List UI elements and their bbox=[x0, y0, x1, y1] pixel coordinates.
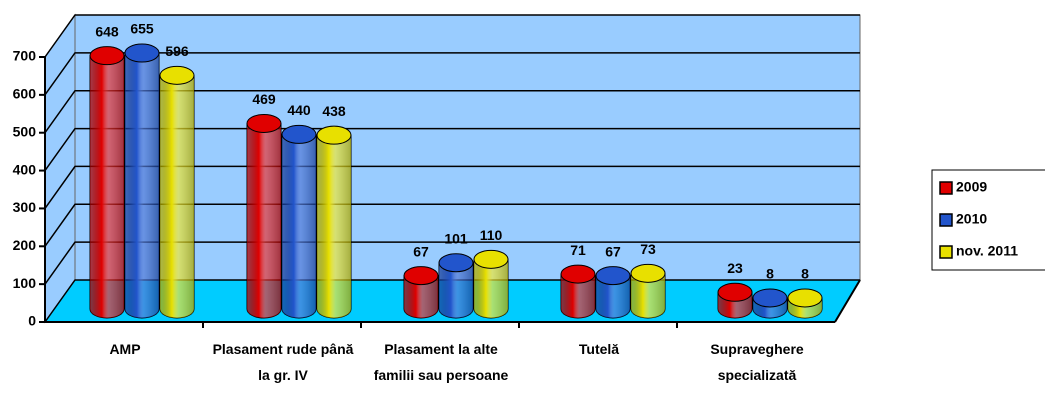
x-tick-label: Supraveghere specializată bbox=[710, 341, 804, 383]
y-tick-label: 400 bbox=[13, 161, 37, 177]
bar bbox=[281, 124, 317, 319]
y-tick-label: 700 bbox=[13, 48, 37, 64]
cylinder-top bbox=[595, 266, 631, 286]
grid-line bbox=[44, 89, 860, 134]
bar bbox=[438, 253, 474, 319]
value-label: 73 bbox=[640, 241, 656, 257]
x-tick-label: Tutelă bbox=[578, 341, 620, 357]
legend-swatch bbox=[939, 213, 953, 227]
cylinder-top bbox=[717, 282, 753, 302]
grid-line bbox=[44, 127, 860, 172]
bar bbox=[89, 46, 125, 319]
y-tick-label: 300 bbox=[13, 199, 37, 215]
legend-label: 2010 bbox=[956, 211, 987, 227]
cylinder-body-fill bbox=[317, 135, 351, 318]
x-tick-label: Plasament rude până la gr. IV bbox=[212, 341, 354, 383]
cylinder-body-fill bbox=[160, 75, 194, 318]
x-tick-label: Plasament la alte familii sau persoane bbox=[373, 341, 509, 383]
legend-swatch bbox=[939, 245, 953, 259]
cylinder-top bbox=[281, 124, 317, 144]
cylinder-body-fill bbox=[282, 134, 316, 318]
value-label: 596 bbox=[165, 43, 189, 59]
cylinder-body-fill bbox=[247, 123, 281, 318]
grid-line bbox=[44, 165, 860, 209]
cylinder-top bbox=[159, 65, 195, 85]
bar bbox=[403, 266, 439, 319]
bar bbox=[473, 249, 509, 319]
bar bbox=[595, 266, 631, 319]
cylinder-body-fill bbox=[561, 274, 595, 318]
grid-line bbox=[44, 241, 860, 285]
side-wall bbox=[44, 13, 76, 324]
bar bbox=[246, 113, 282, 319]
cylinder-top bbox=[124, 43, 160, 63]
grid-line bbox=[44, 14, 860, 58]
value-label: 655 bbox=[130, 21, 154, 37]
value-label: 648 bbox=[95, 23, 119, 39]
bar bbox=[752, 288, 788, 319]
cylinder-top bbox=[630, 263, 666, 283]
legend-swatch bbox=[939, 181, 953, 195]
bar bbox=[124, 43, 160, 319]
cylinder-body-fill bbox=[439, 262, 473, 318]
bar bbox=[717, 282, 753, 319]
bar bbox=[630, 263, 666, 319]
cylinder-top bbox=[316, 125, 352, 145]
cylinder-top bbox=[752, 288, 788, 308]
y-tick-label: 200 bbox=[13, 237, 37, 253]
value-label: 101 bbox=[444, 230, 468, 246]
value-label: 8 bbox=[801, 266, 809, 282]
grid-line bbox=[44, 52, 860, 96]
cylinder-body-fill bbox=[404, 275, 438, 318]
cylinder-body-fill bbox=[596, 275, 630, 318]
value-label: 438 bbox=[322, 103, 346, 119]
cylinder-body-fill bbox=[125, 53, 159, 319]
cylinder-top bbox=[473, 249, 509, 269]
x-tick-label: AMP bbox=[109, 341, 141, 357]
cylinder-top bbox=[787, 288, 823, 308]
cylinder-top bbox=[89, 46, 125, 66]
value-label: 469 bbox=[252, 91, 276, 107]
y-tick-label: 0 bbox=[28, 313, 36, 329]
bar bbox=[316, 125, 352, 319]
value-label: 23 bbox=[727, 260, 743, 276]
cylinder-body-fill bbox=[631, 273, 665, 318]
value-label: 110 bbox=[480, 227, 503, 243]
y-tick-label: 600 bbox=[13, 86, 37, 102]
legend-label: nov. 2011 bbox=[956, 243, 1018, 259]
bar bbox=[159, 65, 195, 319]
cylinder-body-fill bbox=[90, 55, 124, 318]
value-label: 71 bbox=[570, 242, 586, 258]
value-label: 8 bbox=[766, 266, 774, 282]
cylinder-top bbox=[403, 266, 439, 286]
y-tick-label: 500 bbox=[13, 123, 37, 139]
grid-line bbox=[44, 203, 860, 247]
floor-edge bbox=[834, 279, 861, 323]
y-tick-label: 100 bbox=[13, 275, 37, 291]
legend-label: 2009 bbox=[956, 179, 987, 195]
cylinder-top bbox=[560, 264, 596, 284]
cylinder-top bbox=[246, 113, 282, 133]
value-label: 67 bbox=[605, 243, 621, 259]
cylinder-body-fill bbox=[474, 259, 508, 318]
value-label: 440 bbox=[287, 102, 311, 118]
bar bbox=[560, 264, 596, 319]
cylinder-top bbox=[438, 253, 474, 273]
bar bbox=[787, 288, 823, 319]
value-label: 67 bbox=[413, 243, 429, 259]
